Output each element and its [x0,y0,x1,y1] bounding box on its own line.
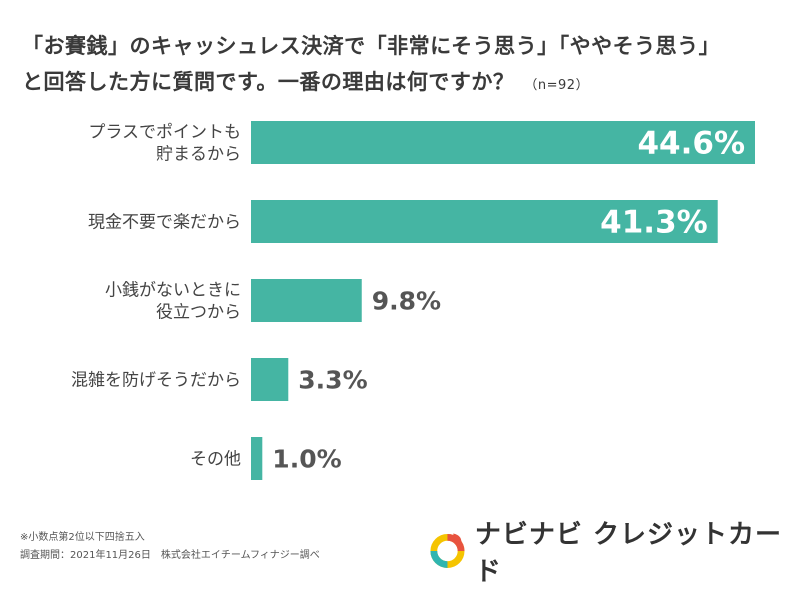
bar-3 [251,279,362,322]
value-label-2: 41.3% [600,205,708,241]
category-label-4: 混雑を防げそうだから [71,371,241,391]
survey-info: 調査期間：2021年11月26日 株式会社エイチームフィナジー調べ [20,550,320,561]
title-line-1: 「お賽銭」のキャッシュレス決済で「非常にそう思う」「ややそう思う」 [22,34,721,58]
value-label-1: 44.6% [637,126,745,162]
brand-mark-icon [430,533,465,569]
sample-size: （n=92） [524,78,590,93]
value-label-4: 3.3% [298,366,367,395]
brand-name: ナビナビ クレジットカード [474,520,782,587]
category-label-5: その他 [190,450,241,470]
value-label-5: 1.0% [272,445,341,474]
rounding-note: ※小数点第2位以下四捨五入 [20,532,145,543]
bar-4 [251,358,289,401]
chart-title: 「お賽銭」のキャッシュレス決済で「非常にそう思う」「ややそう思う」 と回答した方… [22,28,792,104]
bar-2 [251,200,718,243]
category-label-3: 小銭がないときに役立つから [105,281,241,323]
brand-logo: ナビナビ クレジットカード [428,520,800,587]
category-label-2: 現金不要で楽だから [88,213,241,233]
category-label-1: プラスでポイントも貯まるから [88,123,241,165]
title-line-2: と回答した方に質問です。一番の理由は何ですか？ （n=92） [22,64,792,104]
title-question: と回答した方に質問です。一番の理由は何ですか？ [22,70,515,94]
bar-1 [251,121,755,164]
bar-5 [251,437,263,480]
value-label-3: 9.8% [372,287,441,316]
